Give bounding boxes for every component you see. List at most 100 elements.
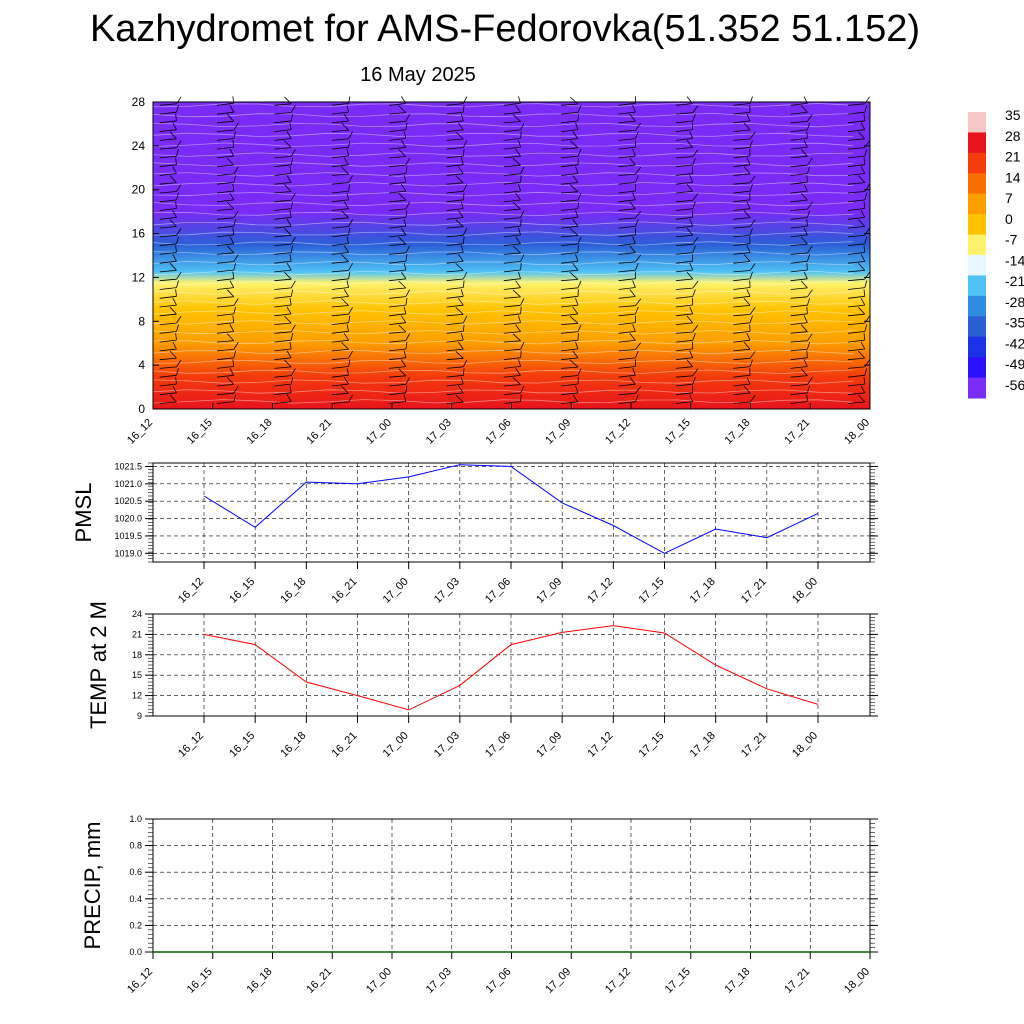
wind-barb	[274, 175, 292, 185]
wind-barb	[561, 262, 579, 273]
wind-barb	[675, 149, 699, 159]
wind-barb	[847, 280, 868, 290]
wind-barb	[503, 219, 522, 229]
wind-barb	[733, 289, 751, 299]
wind-barb	[790, 377, 813, 387]
contour-line	[152, 359, 854, 365]
wind-barb	[446, 376, 464, 387]
y-tick-label: 4	[138, 358, 145, 372]
wind-barb	[733, 184, 753, 194]
wind-barb	[159, 157, 177, 168]
wind-barb	[790, 280, 808, 290]
x-tick-label: 16_21	[304, 966, 334, 996]
wind-barb	[331, 113, 349, 124]
wind-barb	[331, 184, 351, 194]
wind-barb	[389, 114, 411, 124]
wind-barb	[274, 368, 296, 378]
wind-barb	[847, 254, 866, 264]
wind-barb	[790, 341, 811, 352]
wind-barb	[503, 385, 525, 396]
wind-barb	[446, 351, 464, 361]
wind-barb	[733, 324, 751, 334]
wind-barb	[618, 376, 636, 387]
wind-barb	[503, 140, 521, 150]
x-tick-label: 18_00	[842, 966, 872, 996]
wind-barb	[847, 385, 866, 396]
contour-line	[152, 181, 854, 187]
wind-barb	[331, 315, 351, 325]
wind-barb	[331, 333, 349, 343]
colorbar-swatch	[968, 357, 986, 379]
wind-barb	[389, 140, 407, 150]
wind-barb	[446, 271, 468, 282]
wind-barb	[847, 131, 866, 141]
wind-barb	[216, 271, 235, 282]
wind-barb	[274, 254, 292, 264]
wind-barb	[274, 105, 296, 115]
colorbar-label: 0	[1005, 211, 1013, 227]
wind-barb	[618, 245, 636, 255]
wind-barb	[331, 254, 349, 264]
wind-barb	[618, 280, 636, 290]
wind-barb	[618, 175, 639, 185]
temp2m-panel: 9 12 15 18 21 24 16_12 16_15 16_18 16_21 17_00 17_0…	[86, 601, 878, 760]
wind-barb	[389, 385, 408, 396]
contour-line	[152, 320, 854, 325]
x-tick-label: 17_03	[432, 576, 462, 606]
wind-barb	[733, 245, 751, 255]
wind-barb	[389, 183, 407, 194]
wind-barb	[675, 377, 696, 387]
wind-barb	[618, 254, 642, 264]
wind-barb	[503, 245, 521, 255]
wind-barb	[561, 192, 582, 203]
contour-line	[152, 280, 854, 286]
wind-barb	[331, 376, 349, 387]
wind-barb	[790, 201, 813, 211]
x-tick-label: 16_12	[125, 417, 155, 447]
wind-barb	[675, 297, 694, 308]
wind-barb	[847, 210, 866, 220]
wind-barb	[446, 324, 465, 334]
wind-barb	[847, 148, 868, 159]
y-tick-label: 1020.0	[114, 514, 142, 524]
wind-barb	[847, 113, 866, 124]
contour-lines	[152, 103, 854, 404]
wind-barb	[446, 280, 465, 290]
wind-barb	[618, 157, 636, 168]
colorbar-swatch	[968, 214, 986, 236]
wind-barb	[159, 96, 182, 106]
wind-barb	[561, 122, 579, 132]
x-tick-label: 17_03	[424, 966, 454, 996]
wind-barb	[733, 210, 751, 220]
y-tick-label: 20	[132, 183, 146, 197]
wind-barb	[675, 289, 696, 299]
x-tick-label: 17_09	[534, 576, 564, 606]
contour-line	[152, 339, 854, 345]
contour-line	[152, 221, 854, 226]
x-tick-label: 17_15	[663, 966, 693, 996]
wind-barb	[159, 376, 177, 387]
wind-barb	[331, 324, 349, 334]
wind-barb	[675, 350, 694, 361]
x-tick-label: 16_12	[125, 966, 155, 996]
wind-barb	[790, 219, 808, 229]
wind-barb	[216, 350, 236, 361]
wind-barb	[446, 157, 464, 168]
x-tick-label: 16_18	[245, 966, 275, 996]
wind-barb	[216, 122, 239, 132]
colorbar-swatch	[968, 152, 986, 174]
wind-barb	[561, 131, 579, 141]
wind-barb	[159, 175, 177, 185]
wind-barb	[389, 219, 407, 229]
wind-barb	[331, 359, 351, 369]
wind-barb	[503, 324, 521, 334]
wind-barb	[216, 114, 235, 124]
wind-barb	[618, 324, 636, 334]
wind-barb	[675, 262, 694, 273]
page-subtitle: 16 May 2025	[360, 64, 476, 86]
wind-barb	[503, 122, 525, 132]
wind-barb	[847, 324, 868, 334]
wind-barb	[675, 113, 696, 124]
wind-barb	[733, 148, 751, 159]
